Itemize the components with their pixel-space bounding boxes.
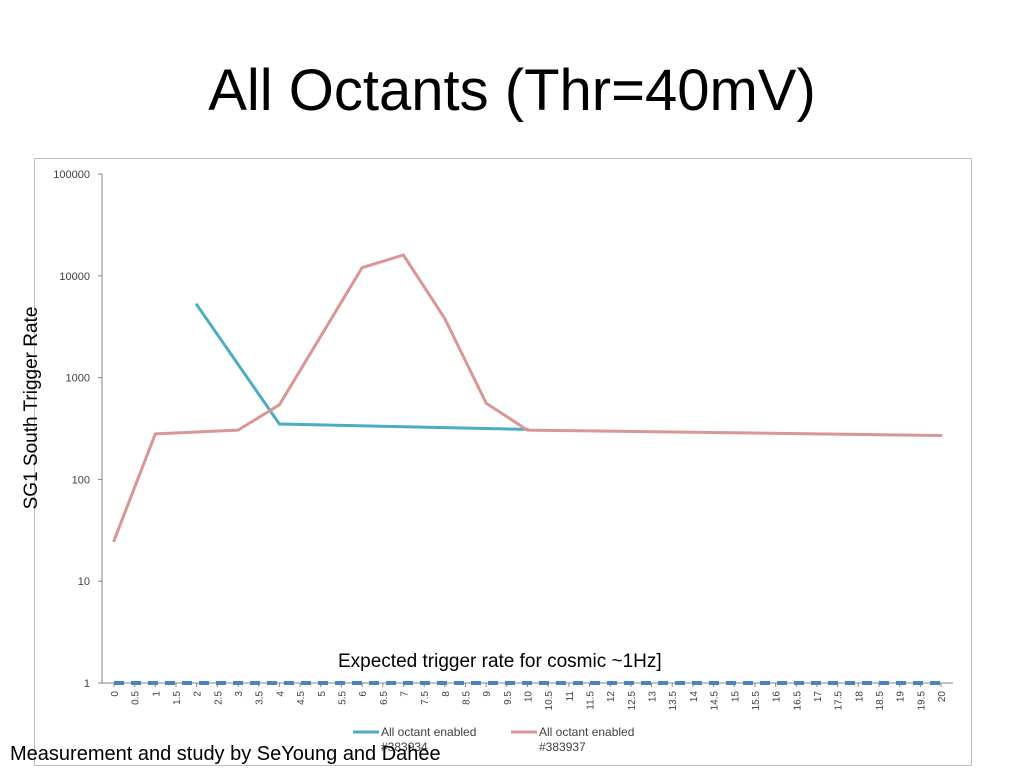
x-tick-label: 17.5	[834, 691, 845, 711]
legend-run-2: #383937	[539, 740, 586, 754]
x-tick-label: 7	[399, 691, 410, 697]
x-tick-label: 1.5	[172, 691, 183, 705]
x-tick-label: 18.5	[875, 691, 886, 711]
x-tick-label: 0	[110, 691, 121, 697]
y-tick-label: 100	[72, 474, 90, 486]
y-tick-label: 10	[78, 576, 90, 588]
x-tick-label: 12.5	[627, 691, 638, 711]
x-tick-label: 19	[896, 691, 907, 703]
x-tick-label: 15.5	[751, 691, 762, 711]
x-tick-label: 3.5	[255, 691, 266, 705]
chart-area: 1 10 100 1000 10000 100000 0 0.5 1 1.5 2 2.5 3 3.5 4 4.…	[34, 158, 972, 766]
x-tick-label: 14.5	[710, 691, 721, 711]
x-tick-label: 10	[524, 691, 535, 703]
y-axis-label: SG1 South Trigger Rate	[21, 306, 42, 510]
x-tick-label: 7.5	[420, 691, 431, 705]
x-tick-label: 15	[730, 691, 741, 703]
x-tick-label: 1	[151, 691, 162, 697]
x-tick-label: 5.5	[337, 691, 348, 705]
x-tick-label: 11.5	[586, 691, 597, 710]
y-tick-label: 10000	[59, 271, 90, 283]
x-tick-label: 0.5	[131, 691, 142, 705]
x-tick-label: 2	[193, 691, 204, 697]
x-tick-label: 13	[648, 691, 659, 703]
x-tick-label: 17	[813, 691, 824, 703]
x-tick-label: 3	[234, 691, 245, 697]
x-tick-label: 8	[441, 691, 452, 697]
y-tick-label: 1	[84, 678, 90, 690]
x-tick-label: 5	[317, 691, 328, 697]
x-tick-label: 10.5	[544, 691, 555, 711]
x-tick-label: 6	[358, 691, 369, 697]
legend-run-1: #383934	[381, 740, 428, 754]
x-tick-label: 4	[275, 691, 286, 697]
footer-credit: Measurement and study by SeYoung and Dah…	[10, 743, 441, 765]
legend-label-1: All octant enabled	[381, 725, 476, 739]
y-tick-label: 1000	[66, 373, 90, 385]
x-tick-label: 9	[482, 691, 493, 697]
x-tick-label: 13.5	[668, 691, 679, 711]
x-tick-label: 8.5	[461, 691, 472, 705]
x-tick-label: 16.5	[792, 691, 803, 711]
x-tick-label: 11	[565, 691, 576, 702]
slide-title: All Octants (Thr=40mV)	[208, 58, 816, 123]
x-tick-label: 20	[937, 691, 948, 703]
x-tick-label: 19.5	[916, 691, 927, 711]
x-tick-label: 6.5	[379, 691, 390, 705]
x-tick-label: 2.5	[213, 691, 224, 705]
series-line-1	[195, 303, 529, 431]
x-tick-label: 9.5	[503, 691, 514, 705]
legend-label-2: All octant enabled	[539, 725, 634, 739]
x-tick-label: 12	[606, 691, 617, 703]
x-tick-label: 4.5	[296, 691, 307, 705]
series-line-2	[112, 253, 943, 543]
x-tick-label: 14	[689, 691, 700, 703]
x-tick-label: 16	[772, 691, 783, 703]
y-tick-label: 100000	[53, 169, 90, 181]
cosmic-rate-annotation: Expected trigger rate for cosmic ~1Hz]	[338, 651, 662, 672]
x-tick-label: 18	[854, 691, 865, 703]
